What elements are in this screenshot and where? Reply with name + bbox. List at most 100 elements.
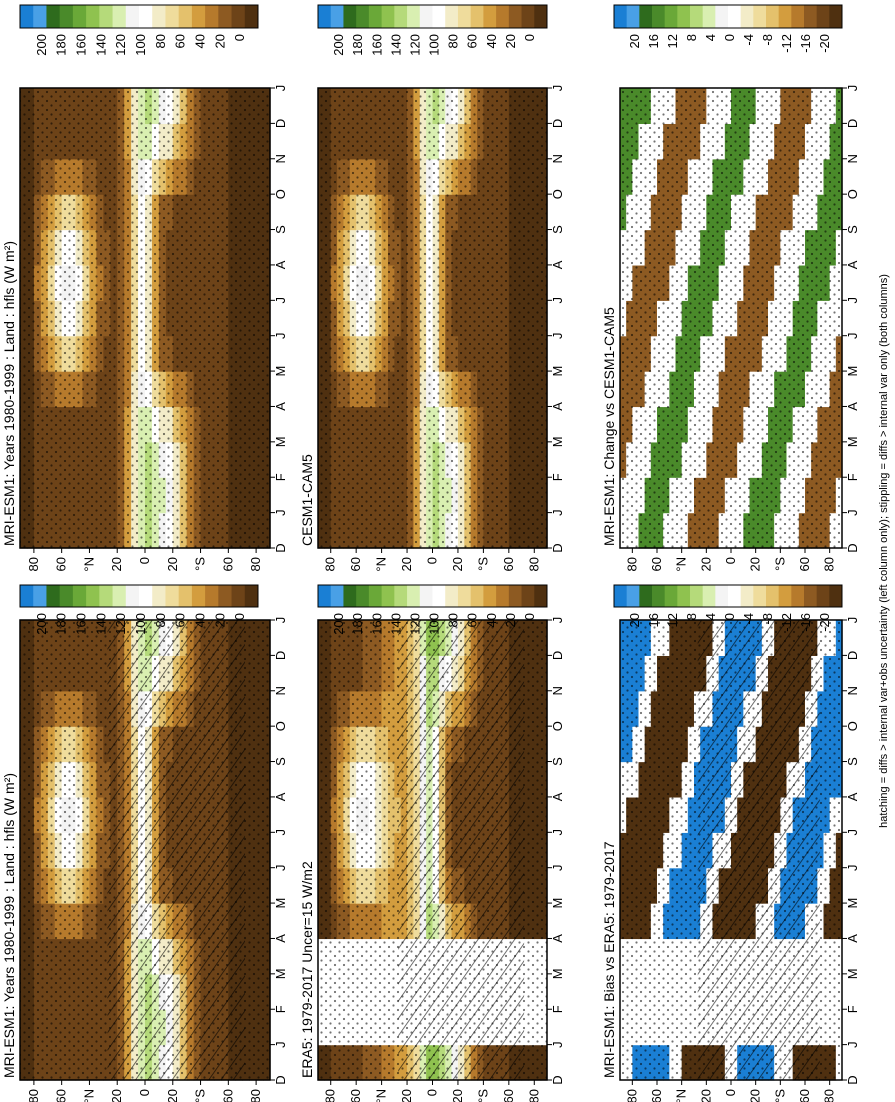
x-tick-label: O — [550, 721, 565, 731]
colorbar-swatch — [534, 585, 548, 607]
colorbar-tick-label: 40 — [484, 34, 499, 48]
x-tick-label: A — [550, 792, 565, 801]
x-tick-label: A — [550, 934, 565, 943]
colorbar-tick-label: 80 — [446, 613, 461, 627]
y-tick-label: °S — [193, 557, 208, 571]
colorbar-swatch — [639, 5, 653, 28]
colorbar-tick-label: 80 — [153, 613, 168, 627]
x-tick-label: J — [845, 85, 860, 92]
colorbar-swatch — [99, 5, 114, 28]
colorbar-swatch — [165, 5, 180, 28]
colorbar-tick-label: 180 — [54, 34, 69, 56]
colorbar-tick-label: 40 — [193, 613, 208, 627]
x-tick-label: D — [273, 543, 288, 552]
colorbar-tick-label: 20 — [212, 34, 227, 48]
x-tick-label: S — [845, 225, 860, 234]
colorbar-swatch — [677, 585, 691, 607]
x-tick-label: D — [550, 651, 565, 660]
colorbar-swatch — [112, 5, 127, 28]
x-tick-label: J — [273, 85, 288, 92]
y-tick-label: 20 — [748, 557, 763, 571]
x-tick-label: O — [845, 721, 860, 731]
x-tick-label: A — [273, 260, 288, 269]
colorbar-swatch — [20, 585, 34, 607]
x-tick-label: M — [845, 898, 860, 909]
colorbar-swatch — [690, 5, 704, 28]
colorbar-tick-label: 120 — [407, 613, 422, 635]
y-tick-label: °N — [674, 557, 689, 572]
y-tick-label: 80 — [323, 1089, 338, 1102]
stippling-overlay — [318, 88, 547, 548]
x-tick-label: A — [273, 402, 288, 411]
colorbar-tick-label: 40 — [484, 613, 499, 627]
colorbar-frame — [613, 584, 843, 608]
x-tick-label: J — [550, 617, 565, 624]
x-tick-label: A — [845, 402, 860, 411]
colorbar-swatch — [483, 585, 497, 607]
colorbar-swatch — [59, 585, 74, 607]
x-tick-label: D — [845, 543, 860, 552]
colorbar-swatch — [652, 585, 666, 607]
y-tick-label: 20 — [748, 1089, 763, 1102]
colorbar-tick-label: 20 — [212, 613, 227, 627]
colorbar-swatch — [470, 5, 484, 28]
colorbar-swatch — [614, 5, 628, 28]
x-tick-label: D — [550, 1075, 565, 1084]
colorbar-tick-label: 200 — [34, 613, 49, 635]
colorbar-swatch — [152, 5, 166, 28]
colorbar-swatch — [205, 5, 219, 28]
colorbar-frame — [317, 4, 548, 29]
colorbar-swatch — [59, 5, 74, 28]
colorbar-swatch — [753, 5, 767, 28]
colorbar-tick-label: -12 — [779, 613, 794, 632]
colorbar-tick-label: 180 — [350, 34, 365, 56]
y-tick-label: 0 — [425, 557, 440, 564]
y-tick-label: 0 — [723, 1089, 738, 1096]
hatching-overlay — [107, 620, 245, 1080]
colorbar-swatch — [728, 585, 742, 607]
colorbar-swatch — [816, 5, 830, 28]
colorbar-swatch — [318, 5, 332, 28]
colorbar-swatch — [521, 5, 535, 28]
colorbar-swatch — [191, 585, 206, 607]
hatching-overlay — [697, 620, 820, 1080]
colorbar-tick-label: 16 — [646, 613, 661, 627]
colorbar-swatch — [165, 585, 180, 607]
y-tick-label: 80 — [323, 557, 338, 571]
x-tick-label: J — [273, 297, 288, 304]
x-tick-label: S — [550, 757, 565, 766]
colorbar-swatch — [457, 5, 472, 28]
x-tick-label: A — [845, 260, 860, 269]
x-tick-label: F — [550, 473, 565, 481]
colorbar-swatch — [639, 585, 653, 607]
colorbar-tick-label: 200 — [331, 613, 346, 635]
y-tick-label: 60 — [54, 557, 69, 571]
colorbar-frame — [19, 4, 259, 29]
x-tick-label: J — [550, 829, 565, 836]
colorbar-tick-label: 120 — [113, 34, 128, 56]
stippling-overlay — [20, 88, 270, 548]
x-tick-label: D — [845, 1075, 860, 1084]
y-tick-label: 80 — [526, 557, 541, 571]
colorbar-tick-label: 0 — [232, 613, 247, 620]
colorbar-tick-label: 20 — [627, 34, 642, 48]
y-tick-label: 80 — [822, 557, 837, 571]
y-tick-label: 20 — [399, 557, 414, 571]
colorbar-tick-label: 0 — [522, 34, 537, 41]
colorbar-swatch — [432, 585, 446, 607]
y-tick-label: 60 — [54, 1089, 69, 1102]
colorbar-swatch — [664, 585, 678, 607]
colorbar-swatch — [778, 5, 792, 28]
x-tick-label: J — [273, 829, 288, 836]
x-tick-label: M — [550, 898, 565, 909]
colorbar-swatch — [534, 5, 548, 28]
colorbar-tick-label: 140 — [93, 613, 108, 635]
colorbar-swatch — [20, 5, 34, 28]
x-tick-label: M — [550, 436, 565, 447]
colorbar-tick-label: 4 — [703, 34, 718, 41]
colorbar-swatch — [394, 5, 408, 28]
y-tick-label: 0 — [137, 557, 152, 564]
